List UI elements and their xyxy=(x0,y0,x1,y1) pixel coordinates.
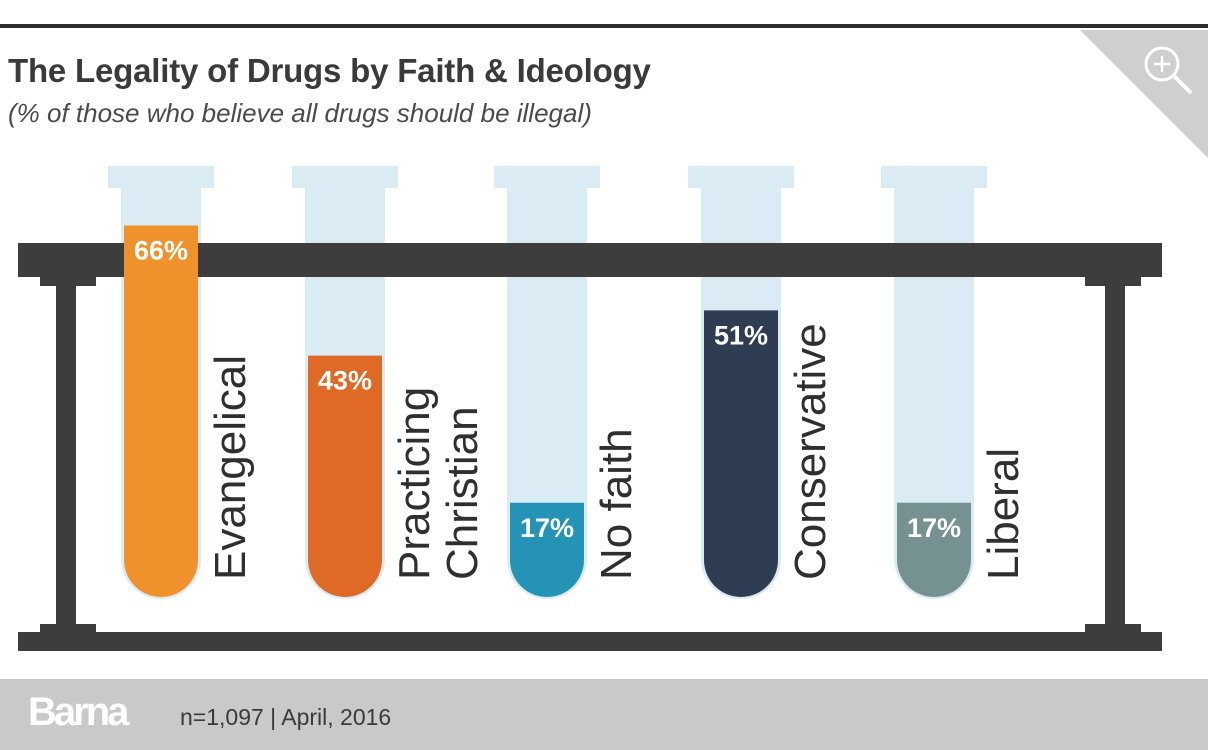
bar-liberal xyxy=(897,502,971,597)
category-label: Practicing xyxy=(390,387,439,580)
zoom-in-icon[interactable] xyxy=(1080,30,1208,158)
top-rule xyxy=(0,24,1208,28)
rack-right-leg xyxy=(1105,277,1125,632)
value-label: 66% xyxy=(134,235,188,265)
value-label: 17% xyxy=(907,513,961,543)
value-label: 17% xyxy=(520,513,574,543)
category-label: Liberal xyxy=(979,448,1028,580)
chart: 66% Evangelical 43% Practicing Christian 17% N… xyxy=(18,166,1162,651)
rack-left-leg xyxy=(56,277,76,632)
bar-conservative xyxy=(704,310,778,597)
value-label: 43% xyxy=(318,366,372,396)
test-tube-rack xyxy=(18,243,1162,651)
bar-evangelical xyxy=(124,225,198,597)
rack-bottom-bar xyxy=(18,632,1162,651)
category-label: Conservative xyxy=(786,323,835,580)
bar-no-faith xyxy=(510,502,584,597)
bar-practicing-christian xyxy=(308,355,382,597)
category-label: No faith xyxy=(592,428,641,580)
chart-subtitle: (% of those who believe all drugs should… xyxy=(8,98,592,128)
sample-note: n=1,097 | April, 2016 xyxy=(180,704,392,730)
value-label: 51% xyxy=(714,320,768,350)
chart-title: The Legality of Drugs by Faith & Ideolog… xyxy=(8,52,651,89)
rack-right-bottom-cap xyxy=(1085,624,1141,633)
category-label: Christian xyxy=(438,406,487,580)
brand-logo: Barna xyxy=(28,690,129,734)
rack-left-bottom-cap xyxy=(40,624,96,633)
rack-right-top-cap xyxy=(1085,277,1141,286)
rack-left-top-cap xyxy=(40,277,96,286)
category-label: Evangelical xyxy=(206,355,255,580)
rack-top-bar xyxy=(18,243,1162,277)
footer-bar xyxy=(0,679,1208,750)
